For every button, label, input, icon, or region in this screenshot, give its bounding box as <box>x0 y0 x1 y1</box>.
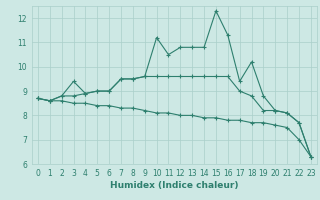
X-axis label: Humidex (Indice chaleur): Humidex (Indice chaleur) <box>110 181 239 190</box>
